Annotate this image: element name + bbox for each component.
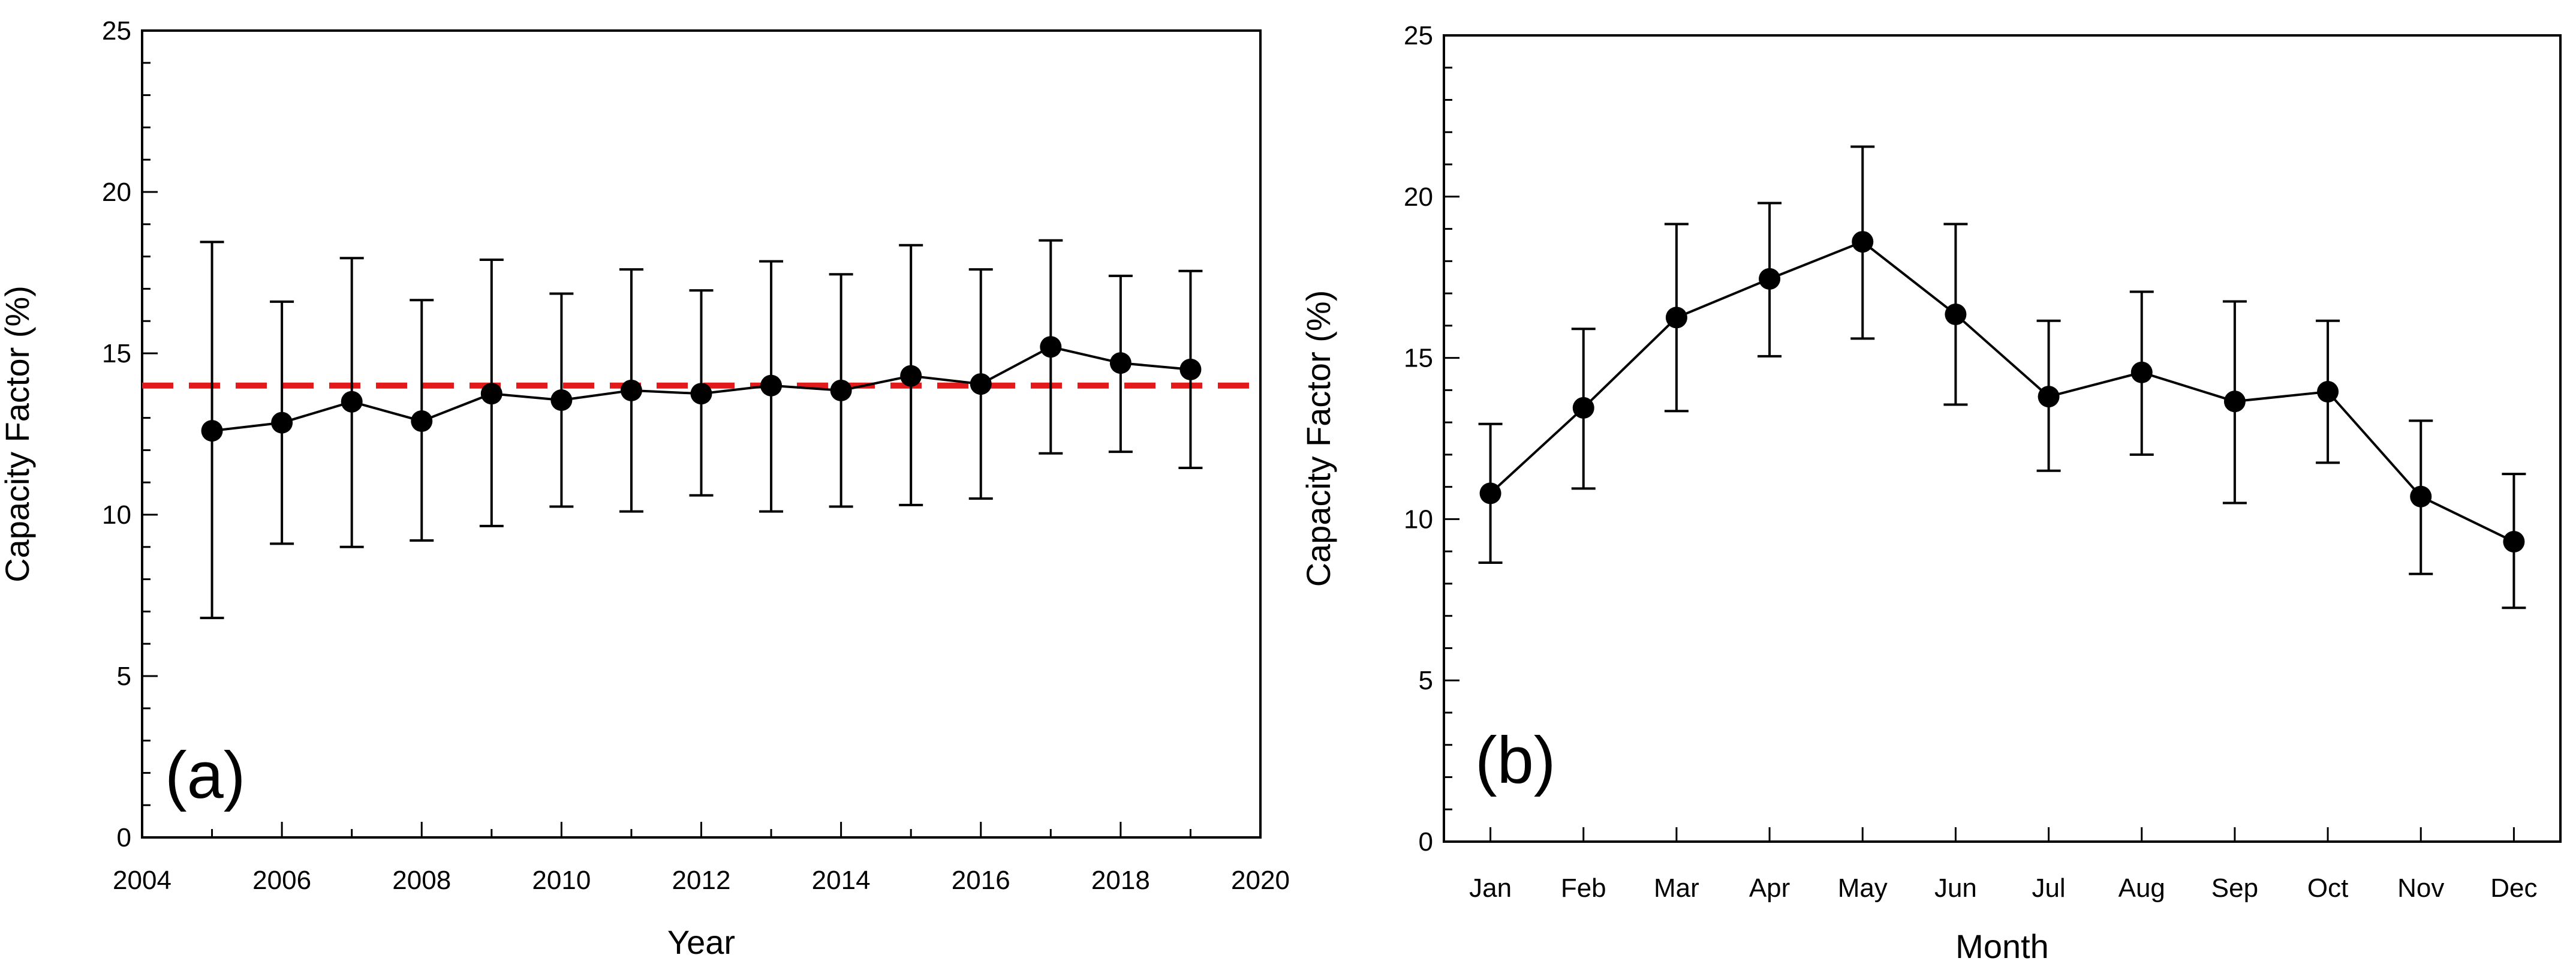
x-tick-label: 2008 [392, 866, 451, 895]
x-tick-label: Sep [2211, 873, 2258, 903]
data-point [1040, 336, 1062, 358]
y-tick-label: 5 [1419, 666, 1433, 695]
x-tick-label: Apr [1749, 873, 1790, 903]
x-tick-label: 2012 [672, 866, 731, 895]
data-point [411, 410, 433, 432]
y-tick-label: 10 [1404, 504, 1433, 534]
data-point [271, 412, 293, 434]
data-point [690, 383, 712, 405]
x-tick-label: 2014 [812, 866, 871, 895]
x-tick-label: Jul [2032, 873, 2065, 903]
y-tick-label: 25 [102, 16, 131, 46]
data-point [1945, 304, 1967, 326]
data-point [1572, 397, 1594, 419]
data-point [970, 373, 992, 395]
x-tick-label: 2018 [1091, 866, 1150, 895]
y-tick-label: 0 [117, 823, 131, 852]
data-point [830, 379, 852, 401]
plot-frame [1443, 34, 2562, 843]
data-point [2317, 381, 2339, 403]
panel-label: (b) [1475, 723, 1555, 797]
x-tick-label: 2016 [952, 866, 1010, 895]
data-point [1852, 231, 1874, 253]
chart-panel-a: 0 5 10 15 20 25 2004 2006 2008 2010 2012 2014 2016 20… [0, 16, 1290, 961]
data-point [341, 391, 363, 413]
x-tick-label: Nov [2397, 873, 2444, 903]
x-tick-label: Mar [1654, 873, 1699, 903]
series-line [1489, 240, 2515, 543]
x-tick-label: Dec [2490, 873, 2537, 903]
data-point [2410, 485, 2432, 507]
x-tick-label: Jun [1934, 873, 1977, 903]
y-tick-label: 10 [102, 500, 131, 530]
data-point [2038, 386, 2060, 408]
y-tick-label: 5 [117, 662, 131, 691]
data-point [2503, 531, 2525, 553]
data-point [2130, 361, 2153, 383]
y-tick-label: 25 [1404, 21, 1433, 50]
data-point [480, 383, 502, 405]
y-tick-label: 0 [1419, 827, 1433, 857]
x-tick-label: May [1838, 873, 1888, 903]
data-point [1109, 352, 1131, 374]
x-axis-title: Year [667, 923, 735, 961]
data-point [1479, 482, 1501, 504]
y-axis-title: Capacity Factor (%) [1299, 290, 1337, 587]
x-tick-label: Oct [2307, 873, 2348, 903]
x-tick-label: 2020 [1231, 866, 1290, 895]
data-point [1665, 307, 1687, 329]
y-axis-title: Capacity Factor (%) [0, 286, 36, 582]
y-tick-label: 20 [1404, 182, 1433, 212]
x-tick-label: Feb [1561, 873, 1606, 903]
x-tick-label: 2006 [252, 866, 311, 895]
data-point [760, 374, 783, 397]
data-point [900, 365, 922, 387]
chart-panel-b: 0 5 10 15 20 25 Jan Feb Mar Apr May Jun Jul Aug Sep Oct… [1299, 21, 2562, 965]
data-point [1759, 268, 1781, 290]
x-tick-label: Jan [1469, 873, 1512, 903]
data-point [550, 389, 573, 412]
x-tick-label: 2004 [113, 866, 171, 895]
data-point [1179, 358, 1202, 380]
x-tick-label: 2010 [532, 866, 591, 895]
y-tick-label: 15 [1404, 344, 1433, 373]
x-axis-title: Month [1955, 927, 2049, 965]
data-point [620, 379, 642, 401]
y-tick-label: 15 [102, 339, 131, 368]
data-point [2223, 391, 2246, 413]
y-tick-label: 20 [102, 178, 131, 207]
panel-label: (a) [165, 738, 245, 812]
x-tick-label: Aug [2118, 873, 2165, 903]
data-point [201, 420, 223, 442]
